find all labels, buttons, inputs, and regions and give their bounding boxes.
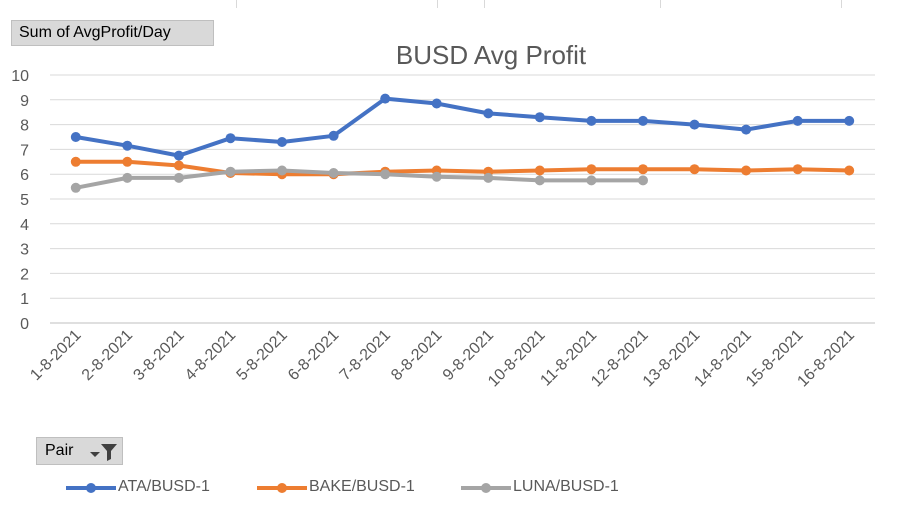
data-point[interactable] — [431, 98, 442, 109]
data-point[interactable] — [638, 164, 648, 175]
x-tick-label: 16-8-2021 — [794, 327, 858, 391]
y-tick-label: 3 — [20, 242, 29, 259]
gridlines — [50, 74, 875, 324]
data-point[interactable] — [380, 93, 391, 104]
data-point[interactable] — [586, 164, 597, 175]
x-tick-label: 7-8-2021 — [337, 327, 394, 384]
data-point[interactable] — [277, 165, 287, 176]
pair-field-button[interactable]: Pair — [36, 437, 123, 465]
data-point[interactable] — [122, 156, 133, 167]
data-point[interactable] — [792, 115, 803, 126]
legend-marker-bake — [257, 483, 307, 493]
data-point[interactable] — [328, 168, 339, 178]
y-tick-label: 10 — [11, 68, 29, 85]
x-tick-label: 6-8-2021 — [285, 327, 342, 384]
data-point[interactable] — [173, 172, 184, 183]
data-point[interactable] — [534, 165, 545, 176]
data-point[interactable] — [483, 172, 494, 183]
data-field-label: Sum of AvgProfit/Day — [19, 24, 171, 41]
series-line-2 — [75, 168, 643, 190]
data-point[interactable] — [277, 137, 287, 147]
legend-marker-luna — [461, 483, 511, 493]
y-axis: 0 1 2 3 4 5 6 7 8 9 10 — [11, 68, 29, 333]
legend-label-luna: LUNA/BUSD-1 — [513, 478, 619, 495]
data-point[interactable] — [70, 156, 81, 167]
data-point[interactable] — [586, 175, 597, 186]
x-tick-label: 2-8-2021 — [79, 327, 136, 384]
data-point[interactable] — [638, 115, 648, 126]
data-field-button[interactable]: Sum of AvgProfit/Day — [11, 20, 214, 46]
series-line-1 — [75, 159, 850, 177]
filter-dropdown-control[interactable] — [87, 442, 119, 462]
data-point[interactable] — [70, 132, 81, 142]
x-tick-label: 4-8-2021 — [182, 327, 239, 384]
data-point[interactable] — [173, 160, 184, 171]
x-tick-label: 1-8-2021 — [27, 327, 84, 384]
data-point[interactable] — [483, 108, 494, 119]
data-point[interactable] — [844, 115, 855, 126]
legend-label-bake: BAKE/BUSD-1 — [309, 478, 415, 495]
data-point[interactable] — [328, 130, 339, 141]
y-tick-label: 4 — [20, 217, 29, 234]
chevron-down-icon — [90, 452, 100, 457]
data-point[interactable] — [689, 119, 700, 130]
data-point[interactable] — [534, 112, 545, 123]
series-line-0 — [75, 96, 850, 158]
x-axis: 1-8-20212-8-20213-8-20214-8-20215-8-2021… — [27, 327, 858, 391]
data-point[interactable] — [792, 164, 803, 175]
data-point[interactable] — [122, 140, 133, 151]
data-point[interactable] — [122, 172, 133, 183]
y-tick-label: 1 — [20, 291, 29, 308]
y-tick-label: 8 — [20, 118, 29, 135]
data-point[interactable] — [638, 175, 648, 186]
legend-label-ata: ATA/BUSD-1 — [118, 478, 210, 495]
y-tick-label: 9 — [20, 93, 29, 110]
series-group — [70, 93, 855, 193]
y-tick-label: 0 — [20, 316, 29, 333]
sheet-gridlines — [0, 0, 899, 8]
data-point[interactable] — [844, 165, 855, 176]
x-tick-label: 3-8-2021 — [130, 327, 187, 384]
data-point[interactable] — [586, 115, 597, 126]
y-tick-label: 2 — [20, 266, 29, 283]
data-point[interactable] — [173, 150, 184, 161]
series-0 — [70, 93, 855, 161]
pair-field-label: Pair — [45, 442, 74, 459]
y-tick-label: 6 — [20, 167, 29, 184]
data-point[interactable] — [689, 164, 700, 175]
filter-funnel-icon — [101, 444, 117, 461]
y-tick-label: 5 — [20, 192, 29, 209]
data-point[interactable] — [534, 175, 545, 186]
data-point[interactable] — [380, 169, 391, 180]
data-point[interactable] — [70, 182, 81, 193]
legend-marker-ata — [66, 483, 116, 493]
data-point[interactable] — [741, 124, 752, 135]
data-point[interactable] — [225, 133, 236, 144]
y-tick-label: 7 — [20, 142, 29, 159]
series-2 — [70, 165, 648, 193]
data-point[interactable] — [431, 171, 442, 182]
x-tick-label: 10-8-2021 — [485, 327, 549, 391]
x-tick-label: 8-8-2021 — [388, 327, 445, 384]
chart-title: BUSD Avg Profit — [396, 40, 587, 70]
data-point[interactable] — [741, 165, 752, 176]
x-tick-label: 5-8-2021 — [234, 327, 291, 384]
data-point[interactable] — [225, 166, 236, 177]
